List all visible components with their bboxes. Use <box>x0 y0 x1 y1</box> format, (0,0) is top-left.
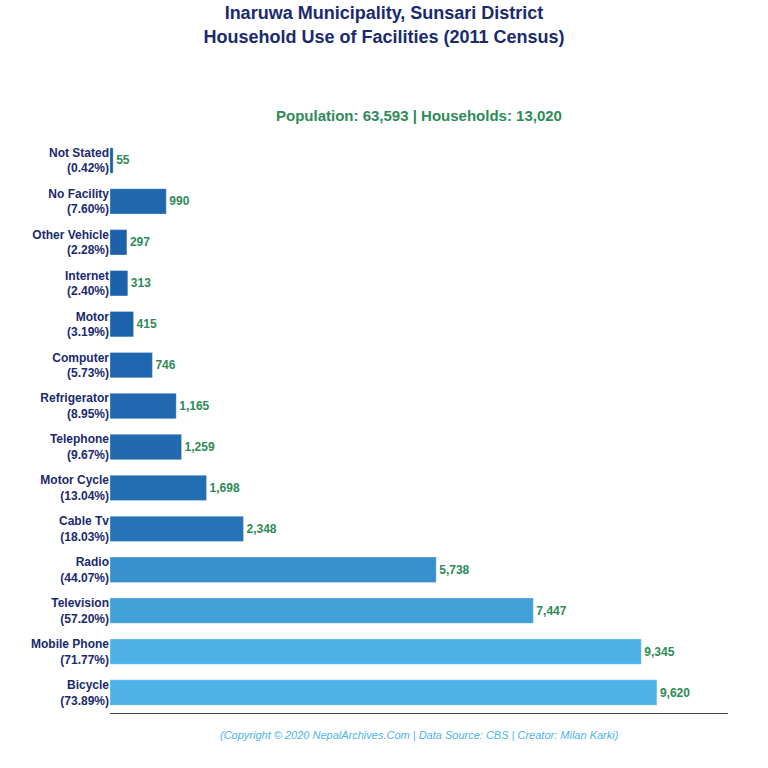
svg-text:5,738: 5,738 <box>439 563 469 577</box>
svg-text:990: 990 <box>169 194 189 208</box>
svg-text:2,348: 2,348 <box>246 522 276 536</box>
svg-text:Other Vehicle(2.28%): Other Vehicle(2.28%) <box>32 228 109 258</box>
svg-text:9,345: 9,345 <box>644 645 674 659</box>
svg-text:Internet(2.40%): Internet(2.40%) <box>65 269 109 299</box>
svg-text:Computer(5.73%): Computer(5.73%) <box>52 351 109 381</box>
svg-text:Refrigerator(8.95%): Refrigerator(8.95%) <box>40 391 109 421</box>
svg-text:9,620: 9,620 <box>660 686 690 700</box>
svg-text:1,259: 1,259 <box>185 440 215 454</box>
svg-text:1,165: 1,165 <box>179 399 209 413</box>
svg-text:Population: 63,593 | Household: Population: 63,593 | Households: 13,020 <box>276 107 562 124</box>
svg-text:Television(57.20%): Television(57.20%) <box>51 596 109 626</box>
svg-text:Inaruwa Municipality, Sunsari: Inaruwa Municipality, Sunsari DistrictHo… <box>203 3 564 46</box>
svg-text:Cable Tv(18.03%): Cable Tv(18.03%) <box>59 514 109 544</box>
svg-text:Motor Cycle(13.04%): Motor Cycle(13.04%) <box>40 473 109 503</box>
svg-text:Telephone(9.67%): Telephone(9.67%) <box>50 432 109 462</box>
svg-text:Mobile Phone(71.77%): Mobile Phone(71.77%) <box>31 637 109 667</box>
svg-text:1,698: 1,698 <box>210 481 240 495</box>
svg-text:Motor(3.19%): Motor(3.19%) <box>67 310 109 340</box>
svg-text:7,447: 7,447 <box>536 604 566 618</box>
svg-text:415: 415 <box>137 317 157 331</box>
svg-text:297: 297 <box>130 235 150 249</box>
svg-text:55: 55 <box>116 153 130 167</box>
svg-text:Not Stated(0.42%): Not Stated(0.42%) <box>49 146 109 176</box>
svg-text:(Copyright © 2020 NepalArchive: (Copyright © 2020 NepalArchives.Com | Da… <box>220 729 619 741</box>
svg-text:Bicycle(73.89%): Bicycle(73.89%) <box>60 678 109 708</box>
svg-text:313: 313 <box>131 276 151 290</box>
svg-text:No Facility(7.60%): No Facility(7.60%) <box>48 187 109 217</box>
svg-text:746: 746 <box>155 358 175 372</box>
svg-text:Radio(44.07%): Radio(44.07%) <box>60 555 109 585</box>
